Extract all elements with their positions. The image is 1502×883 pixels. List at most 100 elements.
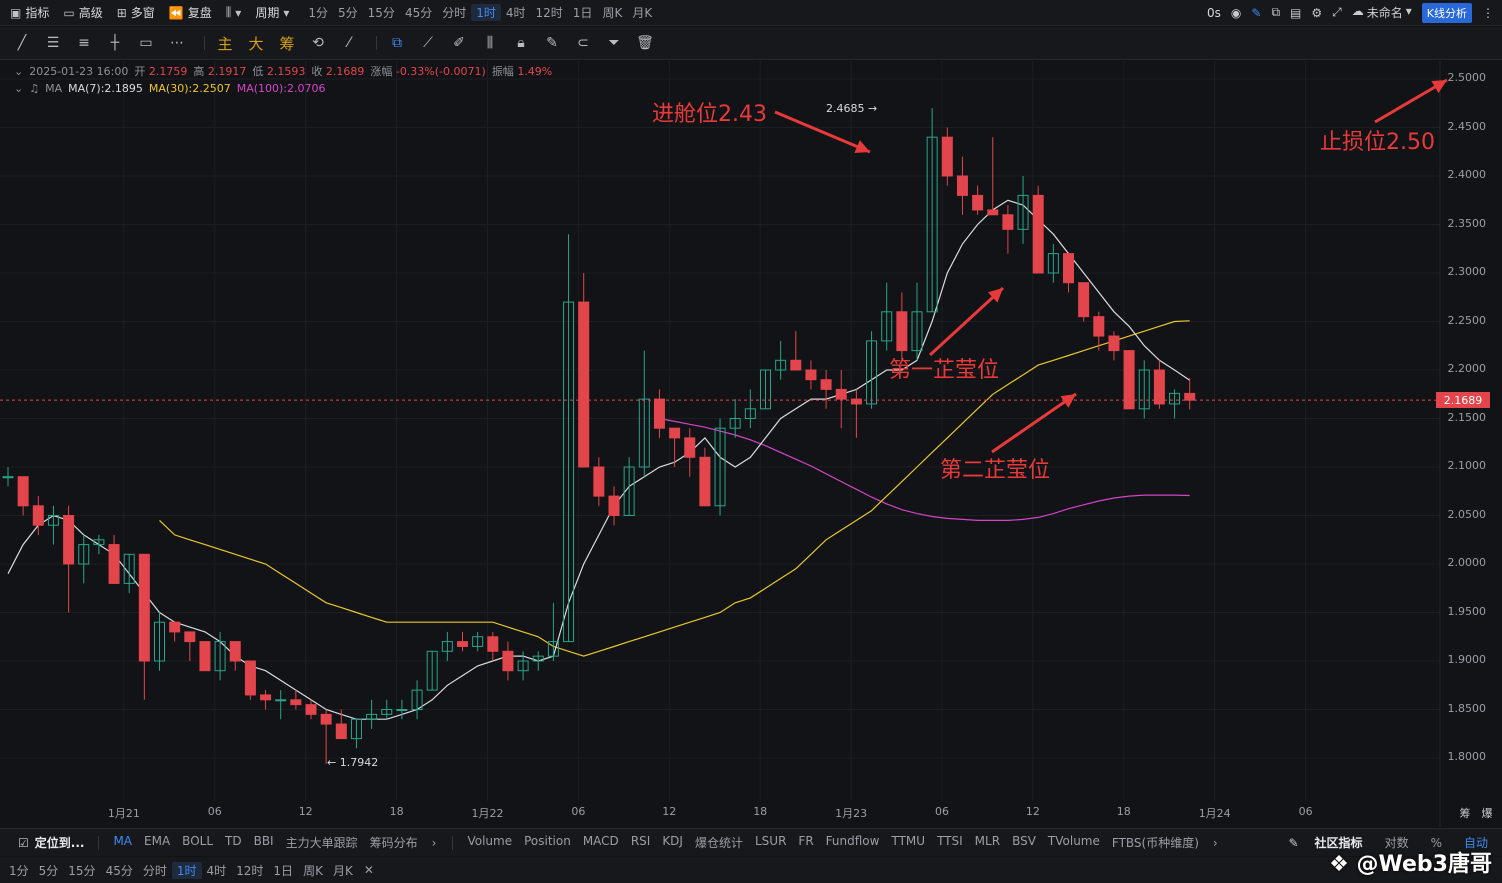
expand-icon[interactable]: ⌄ [14,82,24,95]
indicator-button[interactable]: ▣ 指标 [10,5,50,21]
expand-icon[interactable]: ⌄ [14,65,24,78]
main-indicator-3[interactable]: TD [225,834,242,848]
swap-icon[interactable]: ⟲ [312,35,324,51]
ruler-icon[interactable]: ⟋ [423,35,433,51]
sub-indicator-7[interactable]: FR [798,834,814,848]
sub-indicator-1[interactable]: Position [524,834,571,848]
layout-icon[interactable]: ▤ [1290,5,1302,20]
y-tick-label: 2.3000 [1447,265,1487,278]
locate-icon[interactable]: ☑ [18,835,29,850]
more-tools-icon[interactable]: ⋯ [170,35,184,51]
gear-icon[interactable]: ⚙ [1311,5,1323,20]
sub-indicator-11[interactable]: MLR [974,834,1001,848]
note-icon[interactable]: ✎ [546,35,558,51]
interval-tab-2[interactable]: 15分 [367,6,395,20]
bottom-interval-tabs: 1分 5分 15分 45分 分时 1时 4时 12时 1日 周K 月K [0,861,358,879]
sub-indicator-9[interactable]: TTMU [891,834,926,848]
sub-indicator-0[interactable]: Volume [467,834,513,848]
popout-icon[interactable]: ⧉ [1271,5,1281,19]
main-indicator-6[interactable]: 筹码分布 [369,836,418,850]
multi-window-button[interactable]: ⊞ 多窗 [116,5,155,21]
brush-icon[interactable]: ⁄ [347,35,351,51]
interval-tab-4[interactable]: 分时 [442,6,467,20]
candle-type-button[interactable]: ⫼ ▾ [226,5,242,20]
sub-indicator-3[interactable]: RSI [630,834,651,848]
locate-button[interactable]: 定位到... [34,836,85,850]
trash-icon[interactable]: 🗑︎ [636,35,654,51]
chart-canvas[interactable] [0,61,1502,827]
chip-distribution-button[interactable]: 筹 [279,34,295,53]
bottom-interval-tab-9[interactable]: 周K [303,863,323,878]
big-order-button[interactable]: 大 [248,34,264,53]
interval-tab-5[interactable]: 1时 [471,4,501,21]
close-icon[interactable]: ✕ [363,863,374,877]
advanced-button[interactable]: ▭ 高级 [63,5,103,21]
replay-button[interactable]: ⏪ 复盘 [168,5,212,21]
main-indicator-2[interactable]: BOLL [182,834,214,848]
magnet-icon[interactable]: ⊂ [577,35,589,51]
main-indicator-0[interactable]: MA [113,834,133,848]
sub-indicator-12[interactable]: BSV [1012,834,1036,848]
bottom-interval-tab-10[interactable]: 月K [332,863,353,878]
percent-scale-toggle[interactable]: % [1430,835,1442,850]
open-label: 开 [134,65,146,78]
main-indicator-1[interactable]: EMA [144,834,171,848]
bottom-interval-tab-5[interactable]: 1时 [171,861,202,879]
interval-tab-6[interactable]: 4时 [505,6,526,20]
filter-icon[interactable]: ⏷ [608,35,620,51]
interval-tab-3[interactable]: 45分 [404,6,433,20]
interval-tab-0[interactable]: 1分 [308,6,329,20]
main-indicator-4[interactable]: BBI [253,834,274,848]
main-chip-button[interactable]: 主 [217,34,233,53]
community-icon[interactable]: ✎ [1288,835,1299,850]
sub-indicator-10[interactable]: TTSI [937,834,963,848]
bottom-interval-tab-3[interactable]: 45分 [105,863,133,878]
auto-scale-toggle[interactable]: 自动 [1463,836,1488,850]
community-indicators[interactable]: 社区指标 [1314,836,1363,850]
rectangle-icon[interactable]: ▭ [139,35,153,51]
sub-indicator-5[interactable]: 爆仓统计 [694,836,743,850]
bottom-interval-tab-2[interactable]: 15分 [68,863,96,878]
magic-pen-icon[interactable]: ✐ [453,35,465,51]
candle-compare-icon[interactable]: ⫼ [486,35,494,51]
x-axis-right-label[interactable]: 筹 [1459,807,1471,820]
fullscreen-icon[interactable]: ⤢ [1332,5,1342,19]
candlestick-chart[interactable] [0,61,1502,827]
interval-tab-9[interactable]: 周K [602,6,623,20]
sub-indicator-14[interactable]: FTBS(币种维度) [1111,836,1199,850]
bottom-interval-tab-8[interactable]: 1日 [273,863,294,878]
x-axis-right-label[interactable]: 爆 [1481,807,1493,820]
sub-indicator-13[interactable]: TVolume [1047,834,1100,848]
bottom-interval-tab-6[interactable]: 4时 [206,863,227,878]
bottom-interval-tab-0[interactable]: 1分 [9,863,29,878]
layout-name[interactable]: ☁ 未命名 ▾ [1351,4,1412,20]
bottom-interval-tab-4[interactable]: 分时 [142,863,167,878]
copy-icon[interactable]: ⧉ [392,35,402,51]
sub-indicator-8[interactable]: Fundflow [825,834,880,848]
lock-icon[interactable]: 🔒︎ [517,35,525,51]
kline-analysis-button[interactable]: K线分析 [1421,2,1472,23]
sub-indicator-2[interactable]: MACD [582,834,619,848]
bell-icon[interactable]: ♫ [29,82,40,95]
log-scale-toggle[interactable]: 对数 [1384,836,1409,850]
interval-tab-10[interactable]: 月K [632,6,653,20]
chevron-right-icon[interactable]: › [1212,835,1218,850]
interval-tab-7[interactable]: 12时 [535,6,563,20]
interval-tab-8[interactable]: 1日 [572,6,593,20]
chevron-right-icon[interactable]: › [431,835,437,850]
parallel-lines-icon[interactable]: ☰ [46,35,60,51]
bottom-interval-tab-7[interactable]: 12时 [236,863,264,878]
interval-tab-1[interactable]: 5分 [338,6,358,20]
period-dropdown[interactable]: 周期 ▾ [255,5,290,21]
sub-indicator-4[interactable]: KDJ [662,834,683,848]
more-icon[interactable]: ⋮ [1482,5,1494,20]
camera-icon[interactable]: ◉ [1230,5,1242,20]
main-indicator-5[interactable]: 主力大单跟踪 [285,836,358,850]
horizontal-ray-icon[interactable]: ┼ [110,35,120,51]
candle-body [532,655,544,662]
trendline-icon[interactable]: ╱ [17,35,27,51]
sub-indicator-6[interactable]: LSUR [754,834,787,848]
pencil-icon[interactable]: ✎ [1251,5,1262,20]
bottom-interval-tab-1[interactable]: 5分 [38,863,59,878]
horizontal-lines-icon[interactable]: ≡ [78,35,90,51]
